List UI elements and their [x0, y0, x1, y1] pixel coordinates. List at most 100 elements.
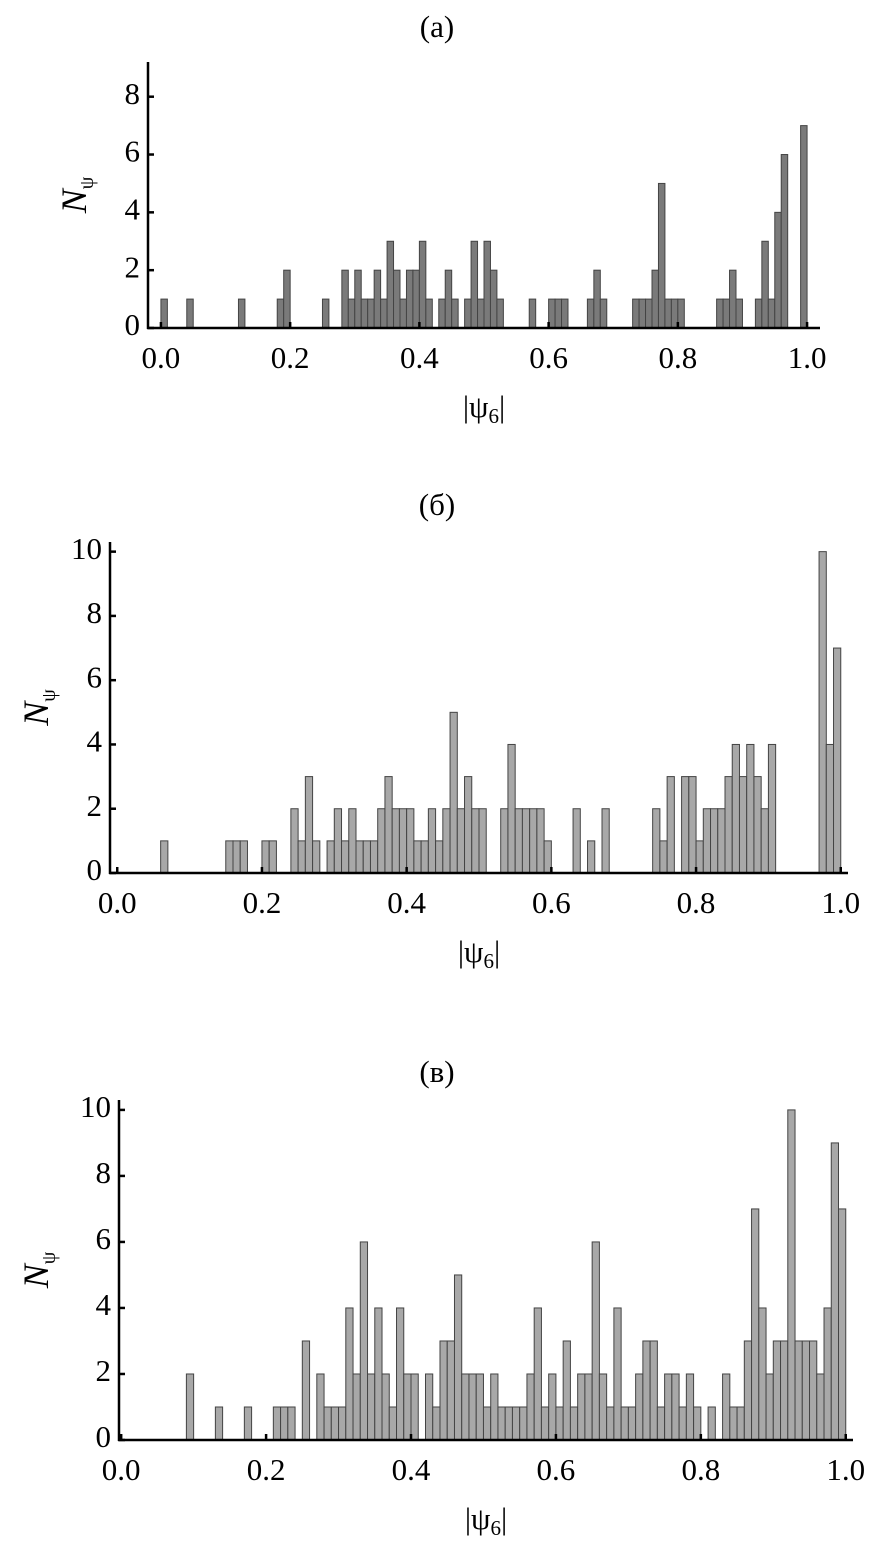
y-axis-label: Nψ — [54, 176, 97, 214]
y-tick-label: 10 — [71, 531, 102, 566]
bar — [751, 1208, 760, 1441]
bar — [830, 1142, 840, 1441]
bar — [601, 808, 610, 874]
y-tick-label: 8 — [87, 595, 103, 630]
bar — [456, 808, 466, 874]
bar — [388, 1406, 398, 1441]
bar — [736, 1406, 745, 1441]
bar — [722, 298, 731, 329]
bar — [540, 1406, 550, 1441]
bar — [354, 269, 362, 329]
bar — [367, 298, 375, 329]
bar — [688, 776, 697, 874]
bar — [352, 1373, 361, 1441]
bar — [413, 840, 422, 874]
bar — [461, 1373, 470, 1441]
bar — [239, 840, 248, 874]
bar — [406, 808, 415, 874]
bar — [427, 808, 437, 874]
y-axis-label-main: N — [16, 700, 56, 727]
bar — [330, 1406, 340, 1441]
bar — [297, 840, 306, 874]
y-tick-label: 6 — [125, 134, 141, 169]
bar — [283, 269, 291, 329]
x-axis-label-text: |ψ — [458, 934, 484, 969]
bar — [710, 808, 719, 874]
x-axis-label: |ψ6| — [465, 1501, 507, 1540]
panel-title: (б) — [419, 487, 455, 522]
x-tick-label: 0.4 — [387, 885, 426, 920]
bar — [584, 1373, 593, 1441]
bar — [587, 840, 596, 874]
y-tick-label: 2 — [96, 1353, 112, 1388]
bar — [312, 840, 321, 874]
bar — [410, 1373, 419, 1441]
bar — [399, 298, 407, 329]
bar — [528, 298, 537, 329]
bar — [483, 240, 491, 329]
bar — [438, 298, 446, 329]
bar — [562, 1340, 571, 1441]
bar — [425, 298, 433, 329]
bar — [355, 840, 364, 874]
bar — [561, 298, 569, 329]
bar — [729, 269, 737, 329]
bar — [548, 1373, 557, 1441]
bar — [393, 269, 401, 329]
x-axis-label-text: |ψ — [465, 1501, 491, 1536]
bar — [348, 808, 357, 874]
bar — [418, 240, 427, 329]
bar — [186, 298, 194, 329]
bar — [453, 1274, 463, 1441]
bar — [816, 1373, 825, 1441]
bar — [632, 298, 640, 329]
x-tick-label: 0.8 — [681, 1452, 720, 1487]
bar — [746, 743, 755, 874]
x-tick-label: 1.0 — [788, 340, 827, 375]
bar — [341, 269, 349, 329]
bar — [280, 1406, 289, 1441]
x-tick-label: 0.8 — [677, 885, 716, 920]
bar — [599, 298, 608, 329]
bar — [738, 776, 748, 874]
y-tick-label: 2 — [87, 788, 103, 823]
bar — [659, 840, 668, 874]
bar — [591, 1241, 600, 1441]
bar — [627, 1406, 637, 1441]
bar — [729, 1406, 738, 1441]
bar — [470, 240, 479, 329]
bar — [391, 808, 400, 874]
bar — [765, 1373, 774, 1441]
bar — [774, 211, 782, 329]
bar — [214, 1406, 224, 1441]
bar — [424, 1373, 434, 1441]
bar — [362, 840, 371, 874]
bar — [809, 1340, 818, 1441]
bar — [301, 1340, 311, 1441]
x-tick-label: 0.6 — [529, 340, 568, 375]
x-axis-label-text: |ψ — [463, 389, 489, 424]
bar — [464, 776, 473, 874]
x-axis-label: |ψ6| — [458, 934, 500, 973]
bar — [369, 840, 379, 874]
y-axis-label-sub: ψ — [38, 1251, 60, 1264]
bar — [496, 298, 504, 329]
bar — [326, 840, 335, 874]
bar — [754, 298, 763, 329]
bar — [598, 1373, 608, 1441]
bar — [586, 298, 595, 329]
bar — [787, 1109, 796, 1441]
bar — [671, 1373, 680, 1441]
panel-title: (a) — [420, 9, 454, 44]
bar — [405, 269, 414, 329]
bar — [753, 776, 762, 874]
y-tick-label: 10 — [80, 1089, 111, 1124]
x-axis-label-text: | — [501, 1501, 507, 1536]
bar — [767, 298, 776, 329]
x-tick-label: 0.6 — [532, 885, 571, 920]
y-tick-label: 8 — [96, 1155, 112, 1190]
x-axis-label-text: | — [499, 389, 505, 424]
bar — [377, 808, 386, 874]
bar — [642, 1340, 651, 1441]
